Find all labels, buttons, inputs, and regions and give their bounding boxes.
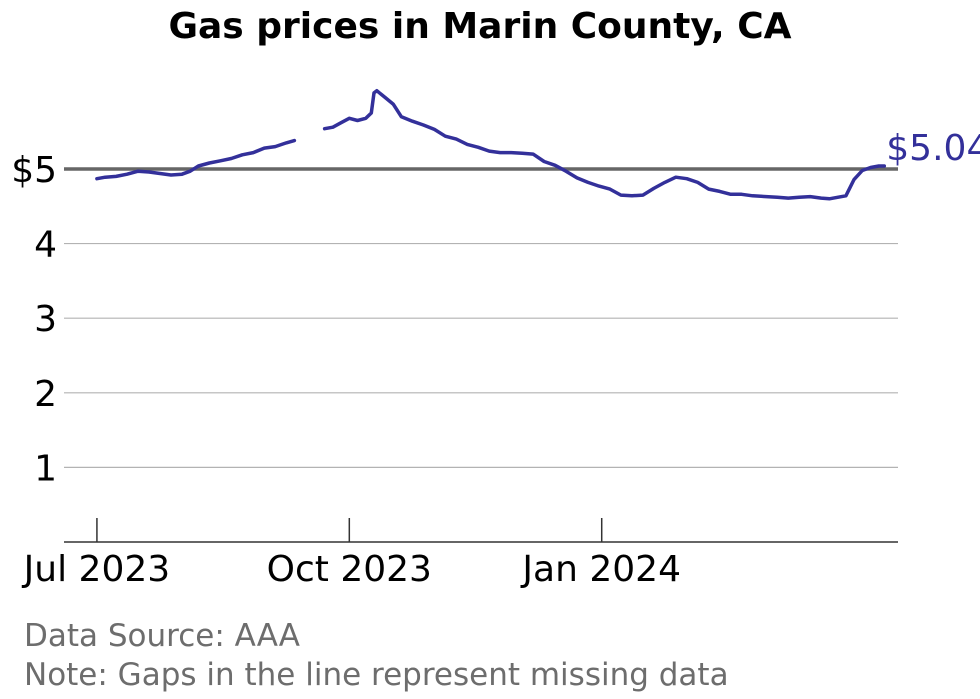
y-tick-label: 1 bbox=[34, 448, 57, 489]
y-tick-label: $5 bbox=[11, 150, 57, 191]
y-axis: 1 2 3 4 $5 bbox=[11, 150, 57, 489]
price-line-segment bbox=[95, 138, 297, 181]
chart-title: Gas prices in Marin County, CA bbox=[168, 6, 791, 47]
y-tick-label: 3 bbox=[34, 299, 57, 340]
y-tick-label: 4 bbox=[34, 225, 57, 266]
x-tick-label: Jul 2023 bbox=[22, 549, 171, 590]
x-tick-label: Oct 2023 bbox=[267, 549, 432, 590]
grid-layer bbox=[64, 167, 898, 468]
x-tick-label: Jan 2024 bbox=[520, 549, 681, 590]
missing-data-note: Note: Gaps in the line represent missing… bbox=[24, 657, 729, 693]
y-tick-label: 2 bbox=[34, 374, 57, 415]
price-series bbox=[95, 88, 887, 201]
price-line-segment bbox=[322, 88, 887, 201]
end-value-label: $5.04 bbox=[886, 128, 980, 169]
data-source-note: Data Source: AAA bbox=[24, 618, 300, 654]
x-axis: Jul 2023 Oct 2023 Jan 2024 bbox=[22, 518, 681, 590]
